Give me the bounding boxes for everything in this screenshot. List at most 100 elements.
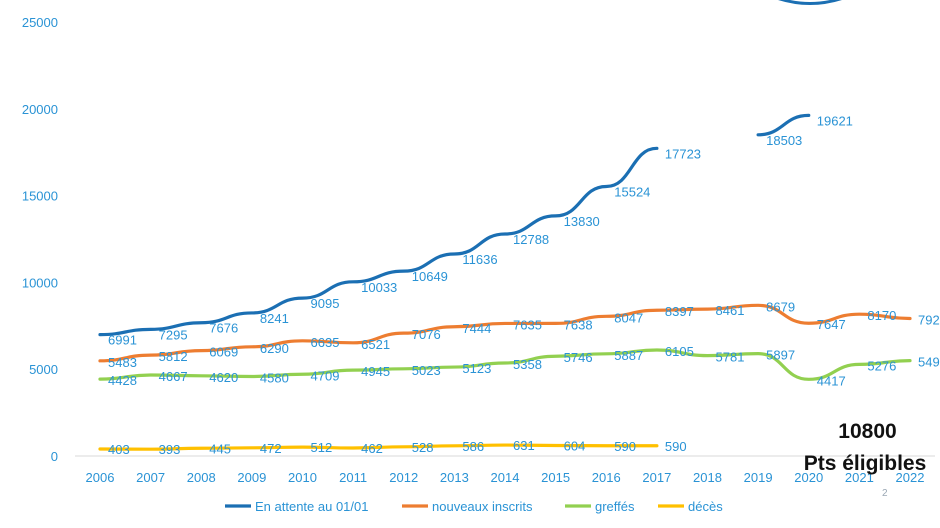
data-label: 5887 bbox=[614, 348, 643, 363]
legend: En attente au 01/01 nouveaux inscrits gref… bbox=[225, 499, 723, 514]
data-label: 12788 bbox=[513, 232, 549, 247]
x-tick-label: 2021 bbox=[845, 470, 874, 485]
data-label: 8679 bbox=[766, 299, 795, 314]
data-label: 15524 bbox=[614, 185, 650, 200]
x-tick-label: 2011 bbox=[339, 470, 367, 485]
legend-label: nouveaux inscrits bbox=[432, 499, 533, 514]
data-label: 17723 bbox=[665, 146, 701, 161]
data-label: 4580 bbox=[260, 370, 289, 385]
data-label: 5746 bbox=[564, 350, 593, 365]
data-label: 19621 bbox=[817, 113, 853, 128]
data-label-layer: 6991 7295 7676 8241 9095 10033 10649 11636 12788… bbox=[108, 113, 940, 457]
x-tick-label: 2019 bbox=[744, 470, 773, 485]
data-label: 7444 bbox=[462, 321, 491, 336]
data-label: 8461 bbox=[716, 303, 745, 318]
data-label: 445 bbox=[209, 441, 231, 456]
logo-fragment bbox=[778, 0, 842, 5]
data-label: 7635 bbox=[513, 317, 542, 332]
data-label: 6991 bbox=[108, 333, 137, 348]
x-tick-label: 2013 bbox=[440, 470, 469, 485]
data-label: 5897 bbox=[766, 348, 795, 363]
data-label: 8170 bbox=[867, 308, 896, 323]
y-tick-label: 20000 bbox=[22, 102, 58, 117]
data-label: 10033 bbox=[361, 280, 397, 295]
y-tick-label: 25000 bbox=[22, 15, 58, 30]
data-label: 462 bbox=[361, 441, 383, 456]
eligible-patients-value: 10800 bbox=[838, 420, 897, 443]
x-tick-label: 2008 bbox=[187, 470, 216, 485]
data-label: 5781 bbox=[716, 350, 745, 365]
data-label: 5812 bbox=[159, 349, 188, 364]
page-number: 2 bbox=[882, 488, 888, 499]
y-tick-label: 5000 bbox=[29, 362, 58, 377]
data-label: 13830 bbox=[564, 214, 600, 229]
x-tick-label: 2006 bbox=[86, 470, 115, 485]
data-label: 11636 bbox=[462, 252, 497, 267]
data-label: 590 bbox=[614, 439, 636, 454]
series-line bbox=[98, 348, 912, 381]
data-label: 7676 bbox=[209, 321, 238, 336]
y-tick-label: 15000 bbox=[22, 189, 58, 204]
x-tick-label: 2017 bbox=[642, 470, 671, 485]
x-tick-label: 2022 bbox=[896, 470, 925, 485]
x-tick-label: 2020 bbox=[794, 470, 823, 485]
data-label: 6521 bbox=[361, 337, 390, 352]
data-label: 590 bbox=[665, 439, 687, 454]
data-label: 8397 bbox=[665, 304, 694, 319]
data-label: 6290 bbox=[260, 341, 289, 356]
data-label: 5023 bbox=[412, 363, 441, 378]
data-label: 631 bbox=[513, 438, 535, 453]
data-label: 5483 bbox=[108, 355, 137, 370]
data-label: 10649 bbox=[412, 269, 448, 284]
data-label: 18503 bbox=[766, 133, 802, 148]
data-label: 7295 bbox=[159, 327, 188, 342]
data-label: 7638 bbox=[564, 317, 593, 332]
data-label: 4945 bbox=[361, 364, 390, 379]
data-label: 472 bbox=[260, 441, 282, 456]
data-label: 7076 bbox=[412, 327, 441, 342]
data-label: 7921 bbox=[918, 312, 940, 327]
data-label: 7647 bbox=[817, 317, 846, 332]
data-label: 586 bbox=[462, 439, 484, 454]
data-label: 6069 bbox=[209, 345, 238, 360]
data-label: 4417 bbox=[817, 373, 846, 388]
data-label: 5276 bbox=[867, 358, 896, 373]
x-tick-label: 2016 bbox=[592, 470, 621, 485]
x-tick-label: 2015 bbox=[541, 470, 570, 485]
series-layer bbox=[98, 113, 912, 451]
data-label: 403 bbox=[108, 442, 130, 457]
legend-label: décès bbox=[688, 499, 723, 514]
y-tick-label: 0 bbox=[51, 449, 58, 464]
data-label: 9095 bbox=[311, 296, 340, 311]
data-label: 5358 bbox=[513, 357, 542, 372]
series-line bbox=[98, 146, 659, 337]
series-line bbox=[98, 443, 659, 451]
x-tick-label: 2012 bbox=[389, 470, 418, 485]
data-label: 8241 bbox=[260, 311, 289, 326]
x-tick-label: 2009 bbox=[237, 470, 266, 485]
data-label: 8047 bbox=[614, 310, 643, 325]
data-label: 604 bbox=[564, 439, 586, 454]
x-tick-label: 2007 bbox=[136, 470, 165, 485]
data-label: 4667 bbox=[159, 369, 188, 384]
data-label: 4709 bbox=[311, 368, 340, 383]
x-tick-label: 2014 bbox=[491, 470, 520, 485]
data-label: 4428 bbox=[108, 373, 137, 388]
eligible-patients-label: Pts éligibles bbox=[803, 452, 927, 475]
data-label: 6105 bbox=[665, 344, 694, 359]
y-tick-label: 10000 bbox=[22, 275, 58, 290]
data-label: 4620 bbox=[209, 370, 238, 385]
legend-label: En attente au 01/01 bbox=[255, 499, 368, 514]
legend-label: greffés bbox=[595, 499, 635, 514]
x-tick-label: 2018 bbox=[693, 470, 722, 485]
series-line bbox=[756, 113, 811, 137]
axis-layer: 0 5000 10000 15000 20000 25000 2006 2007 2008 200… bbox=[22, 15, 935, 485]
data-label: 512 bbox=[311, 440, 333, 455]
data-label: 393 bbox=[159, 442, 181, 457]
data-label: 6635 bbox=[311, 335, 340, 350]
series-line bbox=[98, 303, 912, 363]
data-label: 5123 bbox=[462, 361, 491, 376]
data-label: 528 bbox=[412, 440, 434, 455]
